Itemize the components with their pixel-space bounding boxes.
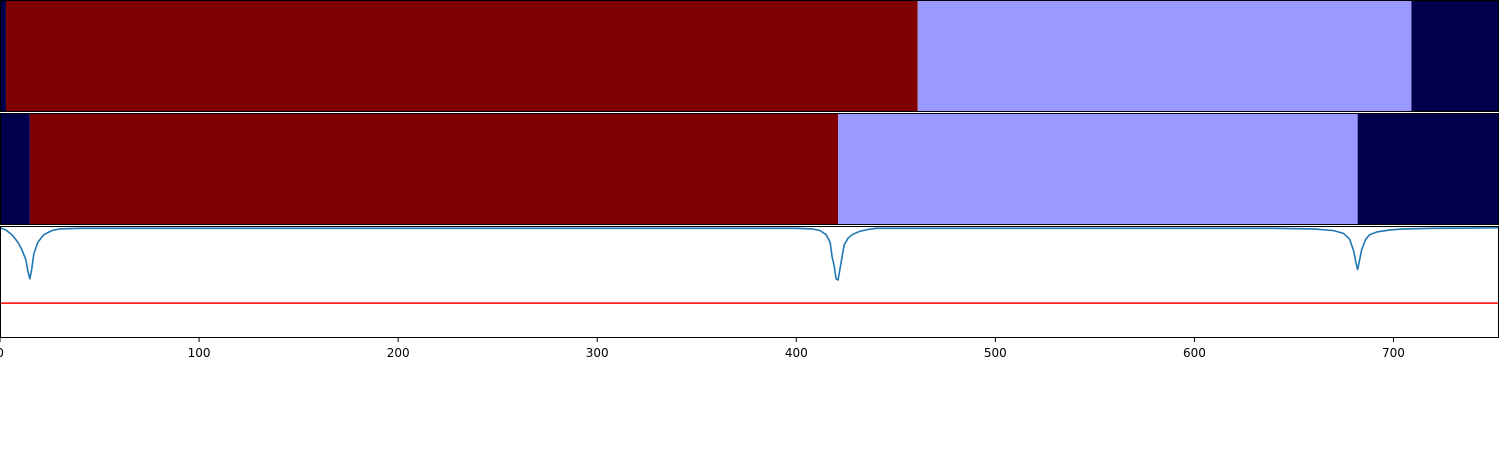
x-tick-label: 200 [387, 346, 410, 360]
heatmap-frame [0, 113, 1499, 225]
x-tick-label: 700 [1382, 346, 1405, 360]
x-tick-label: 600 [1183, 346, 1206, 360]
heatmap-segment [917, 0, 1412, 112]
line-panel-background [0, 226, 1499, 338]
line-panel [0, 226, 1500, 338]
heatmap-panel-1 [0, 0, 1499, 112]
heatmap-panel-2 [0, 113, 1499, 225]
x-tick-label: 500 [984, 346, 1007, 360]
x-tick-label: 400 [785, 346, 808, 360]
heatmap-segment [1357, 113, 1499, 225]
heatmap-segment [838, 113, 1358, 225]
heatmap-segment [0, 113, 30, 225]
series-line [0, 226, 1500, 281]
chart-panels [0, 0, 1500, 338]
x-tick-label: 100 [188, 346, 211, 360]
x-axis-ticks: 0 100 200 300 400 500 600 700 [0, 338, 1405, 360]
x-tick-label: 300 [586, 346, 609, 360]
heatmap-frame [0, 0, 1499, 112]
heatmap-segment [5, 0, 918, 112]
heatmap-segment [0, 0, 6, 112]
x-tick-label: 0 [0, 346, 4, 360]
heatmap-segment [29, 113, 839, 225]
heatmap-segment [1411, 0, 1499, 112]
line-panel-frame [0, 226, 1499, 338]
